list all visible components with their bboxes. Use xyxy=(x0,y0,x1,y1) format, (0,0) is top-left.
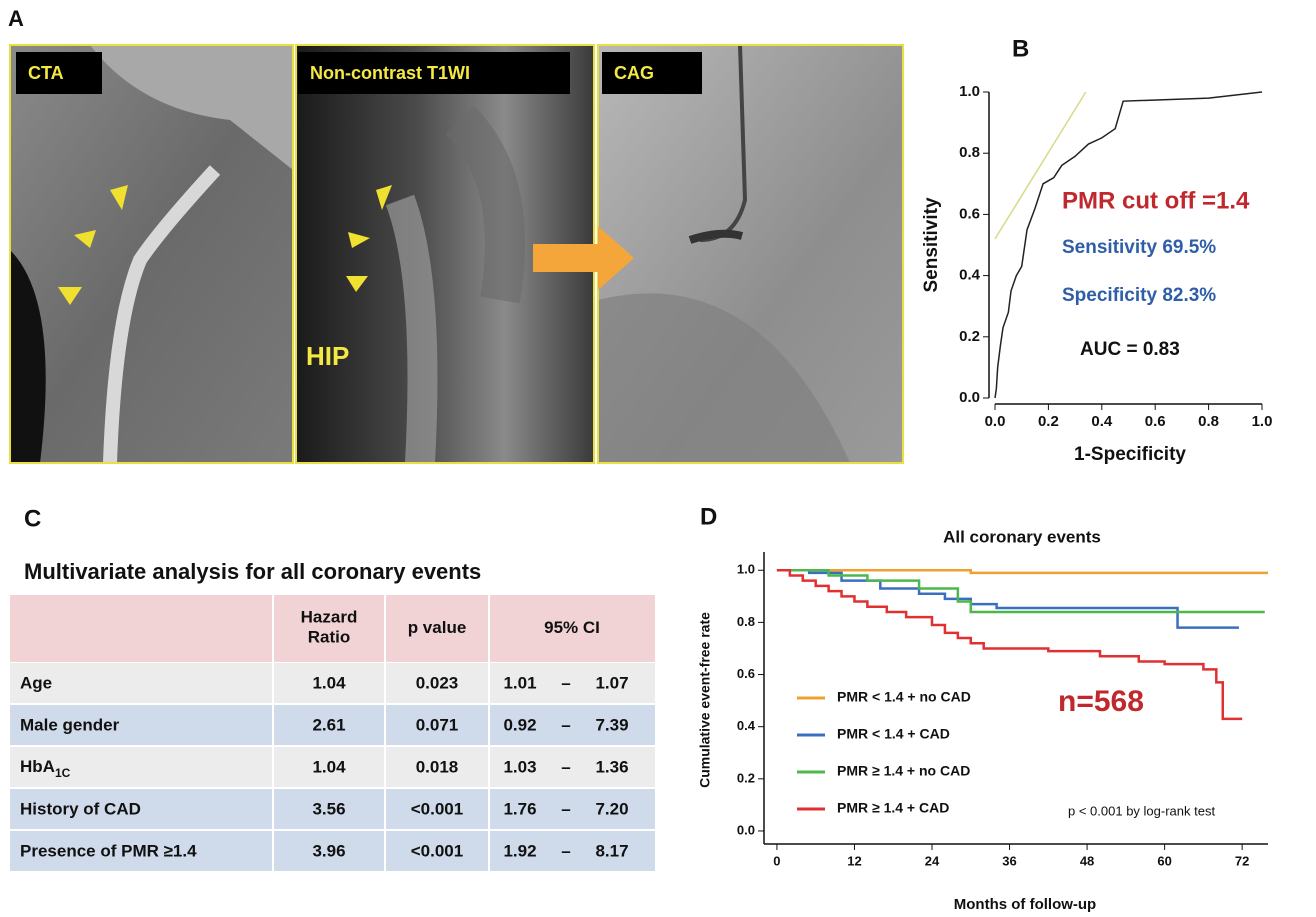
cell: 7.39 xyxy=(595,715,628,734)
cell: – xyxy=(561,673,570,692)
x-tick-label: 0 xyxy=(773,853,780,868)
x-tick-label: 0.4 xyxy=(1091,413,1113,430)
table-title: Multivariate analysis for all coronary e… xyxy=(24,559,481,584)
annotation: PMR cut off =1.4 xyxy=(1062,187,1250,214)
series-line xyxy=(777,570,1239,627)
x-tick-label: 36 xyxy=(1002,853,1016,868)
cell: <0.001 xyxy=(411,841,463,860)
image-cta: CTA xyxy=(10,45,293,463)
y-axis-label: Sensitivity xyxy=(921,197,942,292)
cell: 1.04 xyxy=(312,757,346,776)
x-tick-label: 12 xyxy=(847,853,861,868)
panel-label: C xyxy=(24,505,41,532)
row-label: Male gender xyxy=(20,715,120,734)
x-tick-label: 0.6 xyxy=(1145,413,1166,430)
cell: 2.61 xyxy=(312,715,345,734)
series-line xyxy=(777,570,1268,573)
x-tick-label: 60 xyxy=(1157,853,1171,868)
image-annotation: HIP xyxy=(306,341,349,371)
cell: 0.92 xyxy=(503,715,536,734)
legend-label: PMR ≥ 1.4 + CAD xyxy=(837,800,949,816)
x-axis-label: Months of follow-up xyxy=(954,896,1096,913)
y-tick-label: 0.4 xyxy=(959,267,981,284)
header-cell: 95% CI xyxy=(544,618,600,637)
y-tick-label: 0.8 xyxy=(737,614,755,629)
cell: 1.04 xyxy=(312,673,346,692)
annotation: Sensitivity 69.5% xyxy=(1062,237,1216,258)
annotation: p < 0.001 by log-rank test xyxy=(1068,803,1215,818)
cell: 8.17 xyxy=(595,841,628,860)
cell: – xyxy=(561,715,570,734)
x-tick-label: 48 xyxy=(1080,853,1094,868)
y-tick-label: 1.0 xyxy=(737,562,755,577)
y-tick-label: 0.8 xyxy=(959,144,980,161)
cell: 0.018 xyxy=(416,757,459,776)
annotation: n=568 xyxy=(1058,685,1144,718)
cell: <0.001 xyxy=(411,799,463,818)
image-label: CTA xyxy=(28,63,64,83)
x-axis-label: 1-Specificity xyxy=(1074,444,1186,465)
cell: 1.07 xyxy=(595,673,628,692)
cell: 1.03 xyxy=(503,757,536,776)
cell: 0.071 xyxy=(416,715,459,734)
row-label: Presence of PMR ≥1.4 xyxy=(20,841,197,860)
y-axis-label: Cumulative event-free rate xyxy=(697,612,713,788)
image-label: CAG xyxy=(614,63,654,83)
row-label-sub: 1C xyxy=(55,766,71,780)
x-tick-label: 0.2 xyxy=(1038,413,1059,430)
y-tick-label: 0.2 xyxy=(737,770,755,785)
y-tick-label: 0.6 xyxy=(959,205,980,222)
y-tick-label: 0.4 xyxy=(737,718,756,733)
image-label: Non-contrast T1WI xyxy=(310,63,470,83)
row-label-text: HbA xyxy=(20,757,55,776)
legend-label: PMR ≥ 1.4 + no CAD xyxy=(837,763,970,779)
cell: 1.36 xyxy=(595,757,628,776)
annotation: Specificity 82.3% xyxy=(1062,285,1216,306)
x-tick-label: 0.8 xyxy=(1198,413,1219,430)
y-tick-label: 0.0 xyxy=(737,822,755,837)
cell: – xyxy=(561,799,570,818)
panel-label: B xyxy=(1012,35,1029,62)
cell: 0.023 xyxy=(416,673,459,692)
cell: – xyxy=(561,757,570,776)
y-tick-label: 1.0 xyxy=(959,83,980,100)
cell: 1.01 xyxy=(503,673,536,692)
cell: 1.76 xyxy=(503,799,536,818)
header-cell: p value xyxy=(408,618,467,637)
x-tick-label: 1.0 xyxy=(1252,413,1273,430)
legend-label: PMR < 1.4 + CAD xyxy=(837,726,950,742)
series-line xyxy=(777,570,1265,612)
x-tick-label: 72 xyxy=(1235,853,1249,868)
x-tick-label: 0.0 xyxy=(985,413,1006,430)
y-tick-label: 0.2 xyxy=(959,328,980,345)
row-label: History of CAD xyxy=(20,799,141,818)
annotation: AUC = 0.83 xyxy=(1080,339,1180,360)
cell: 1.92 xyxy=(503,841,536,860)
figure: A B C D CTA Non-contrast T1WI HIP CAG 0.… xyxy=(0,0,1316,917)
cell: 7.20 xyxy=(595,799,628,818)
chart-title: All coronary events xyxy=(943,527,1101,546)
image-cag: CAG xyxy=(598,45,903,463)
legend-label: PMR < 1.4 + no CAD xyxy=(837,689,971,705)
cell: – xyxy=(561,841,570,860)
series-line xyxy=(995,92,1086,239)
y-tick-label: 0.6 xyxy=(737,666,755,681)
panel-label: D xyxy=(700,503,717,530)
panel-label: A xyxy=(8,6,24,31)
cell: 3.56 xyxy=(312,799,345,818)
x-tick-label: 24 xyxy=(925,853,940,868)
y-tick-label: 0.0 xyxy=(959,389,980,406)
cell: 3.96 xyxy=(312,841,345,860)
row-label: Age xyxy=(20,673,52,692)
